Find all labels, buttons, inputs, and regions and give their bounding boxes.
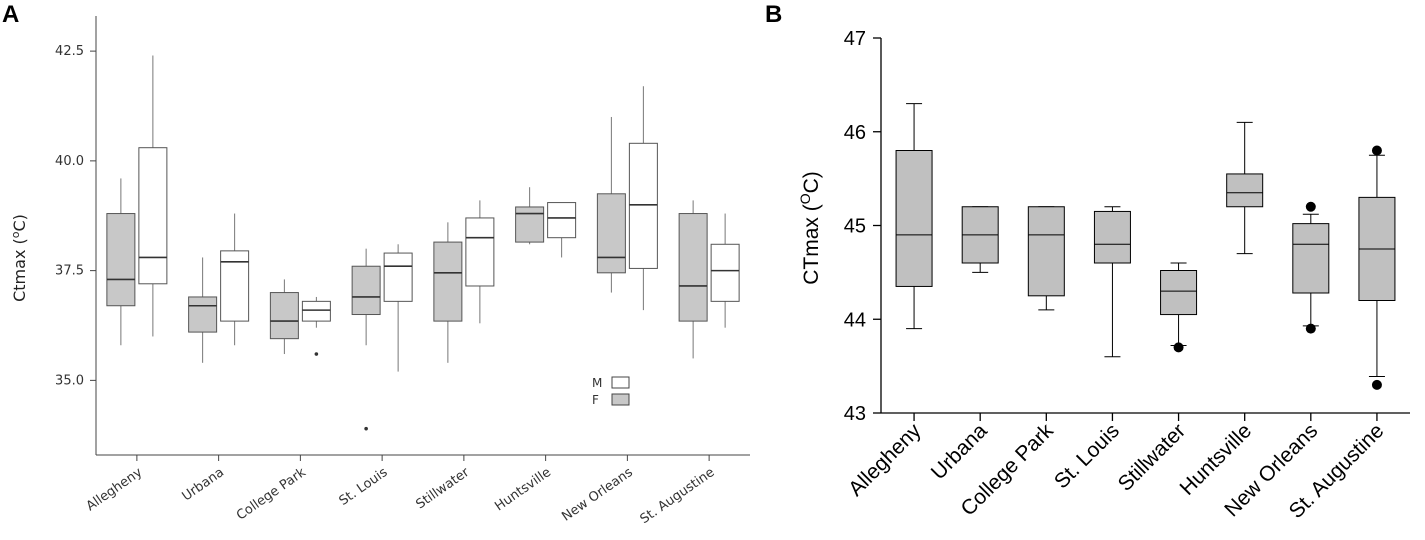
panel-b-new-orleans-outlier [1305, 201, 1316, 212]
panel-a-m-stillwater-iqr [465, 217, 495, 287]
panel-a-f-college-park-box [269, 279, 299, 355]
panel-a-y-tick-label: 40.0 [55, 154, 84, 169]
panel-a-f-urbana-box [188, 257, 218, 363]
panel-a-m-stillwater-box [465, 200, 495, 324]
panel-a-f-st-louis-outlier [364, 426, 368, 431]
panel-a-y-tick-label: 37.5 [55, 264, 84, 279]
panel-a-x-label-urbana: Urbana [180, 465, 227, 504]
panel-a-m-st-augustine-iqr [710, 243, 740, 302]
panel-a-x-label-st-louis: St. Louis [337, 465, 391, 509]
panel-b-y-tick-label: 47 [844, 28, 866, 50]
panel-a-m-college-park-outlier [314, 352, 319, 356]
panel-b-college-park-box [1027, 206, 1065, 311]
panel-a-f-st-augustine-box [678, 200, 708, 359]
panel-b-huntsville-iqr [1226, 173, 1264, 208]
panel-b-college-park-iqr [1027, 206, 1065, 297]
panel-a-f-stillwater-box [433, 222, 463, 363]
panel-a-m-new-orleans-iqr [628, 142, 658, 269]
panel-a-x-label-st-augustine: St. Augustine [638, 465, 718, 527]
panel-a-f-huntsville-box [515, 187, 545, 245]
panel-b-st-louis-iqr [1093, 210, 1131, 264]
panel-a-m-allegheny-box [138, 55, 168, 337]
panel-b-new-orleans-box [1292, 201, 1330, 334]
panel-a-f-st-augustine-iqr [678, 213, 708, 322]
panel-a-f-allegheny-box [106, 178, 136, 346]
panel-b-y-tick-label: 45 [844, 216, 866, 238]
panel-a-m-college-park-iqr [301, 300, 331, 322]
panel-a-m-st-louis-box [383, 244, 413, 372]
panel-b-x-label-allegheny: Allegheny [844, 419, 926, 501]
panel-a-m-urbana-box [220, 213, 250, 346]
panel-b-x-label-urbana: Urbana [927, 419, 992, 484]
panel-a-y-tick-label: 42.5 [55, 44, 84, 59]
panel-b-allegheny-box [895, 103, 933, 330]
legend-f-swatch [611, 393, 630, 406]
panel-b-stillwater-outlier [1173, 342, 1184, 353]
panel-b-st-augustine-outlier [1371, 379, 1382, 390]
panel-a-f-huntsville-iqr [515, 206, 545, 243]
panel-b-st-augustine-box [1358, 145, 1396, 390]
panel-b-y-tick-label: 46 [844, 122, 866, 144]
panel-a-f-urbana-iqr [188, 296, 218, 333]
panel-b-stillwater-iqr [1160, 270, 1198, 316]
panel-a-m-huntsville-box [547, 202, 577, 258]
panel-a-m-huntsville-iqr [547, 202, 577, 239]
panel-b-urbana-box [961, 206, 999, 273]
panel-a-f-college-park-iqr [269, 292, 299, 340]
panel-a-legend: M F [592, 376, 630, 407]
panel-b-y-tick-label: 44 [844, 309, 866, 331]
panel-a-f-allegheny-iqr [106, 213, 136, 307]
panel-a-f-st-louis-box [351, 248, 381, 431]
panel-a-m-st-augustine-box [710, 213, 740, 328]
panel-a-m-st-louis-iqr [383, 252, 413, 302]
panel-a: Ctmax (oC) M F 35.0 37.5 40.0 42.5 Allegheny… [9, 16, 750, 527]
legend-m-swatch [611, 376, 630, 389]
panel-b-st-louis-box [1093, 206, 1131, 358]
panel-a-f-new-orleans-iqr [596, 193, 626, 274]
panel-a-m-allegheny-iqr [138, 147, 168, 285]
panel-a-f-new-orleans-box [596, 116, 626, 293]
panel-a-y-tick-label: 35.0 [55, 373, 84, 388]
panel-b-st-augustine-outlier [1371, 145, 1382, 156]
panel-a-x-label-new-orleans: New Orleans [559, 465, 635, 525]
panel-a-m-new-orleans-box [628, 86, 658, 311]
panel-a-label: A [2, 1, 19, 28]
panel-a-m-college-park-box [301, 296, 331, 356]
panel-b-new-orleans-iqr [1292, 223, 1330, 294]
legend-m-label: M [592, 376, 602, 390]
panel-a-x-label-allegheny: Allegheny [84, 465, 146, 514]
panel-b-y-label: CTmax (OC) [797, 171, 823, 285]
panel-a-x-label-college-park: College Park [234, 465, 309, 524]
panel-b-new-orleans-outlier [1305, 323, 1316, 334]
panel-a-y-label: Ctmax (oC) [9, 214, 29, 302]
panel-a-f-st-louis-iqr [351, 265, 381, 316]
panel-b-huntsville-box [1226, 121, 1264, 255]
panel-b-allegheny-iqr [895, 150, 933, 287]
panel-b-stillwater-box [1160, 262, 1198, 353]
panel-a-x-label-huntsville: Huntsville [492, 465, 554, 514]
legend-f-label: F [592, 393, 599, 407]
panel-a-x-label-stillwater: Stillwater [413, 465, 472, 513]
panel-b-x-label-st-louis: St. Louis [1050, 419, 1124, 493]
panel-b-y-tick-label: 43 [844, 403, 866, 425]
panel-a-f-stillwater-iqr [433, 241, 463, 322]
panel-b-label: B [765, 1, 782, 28]
